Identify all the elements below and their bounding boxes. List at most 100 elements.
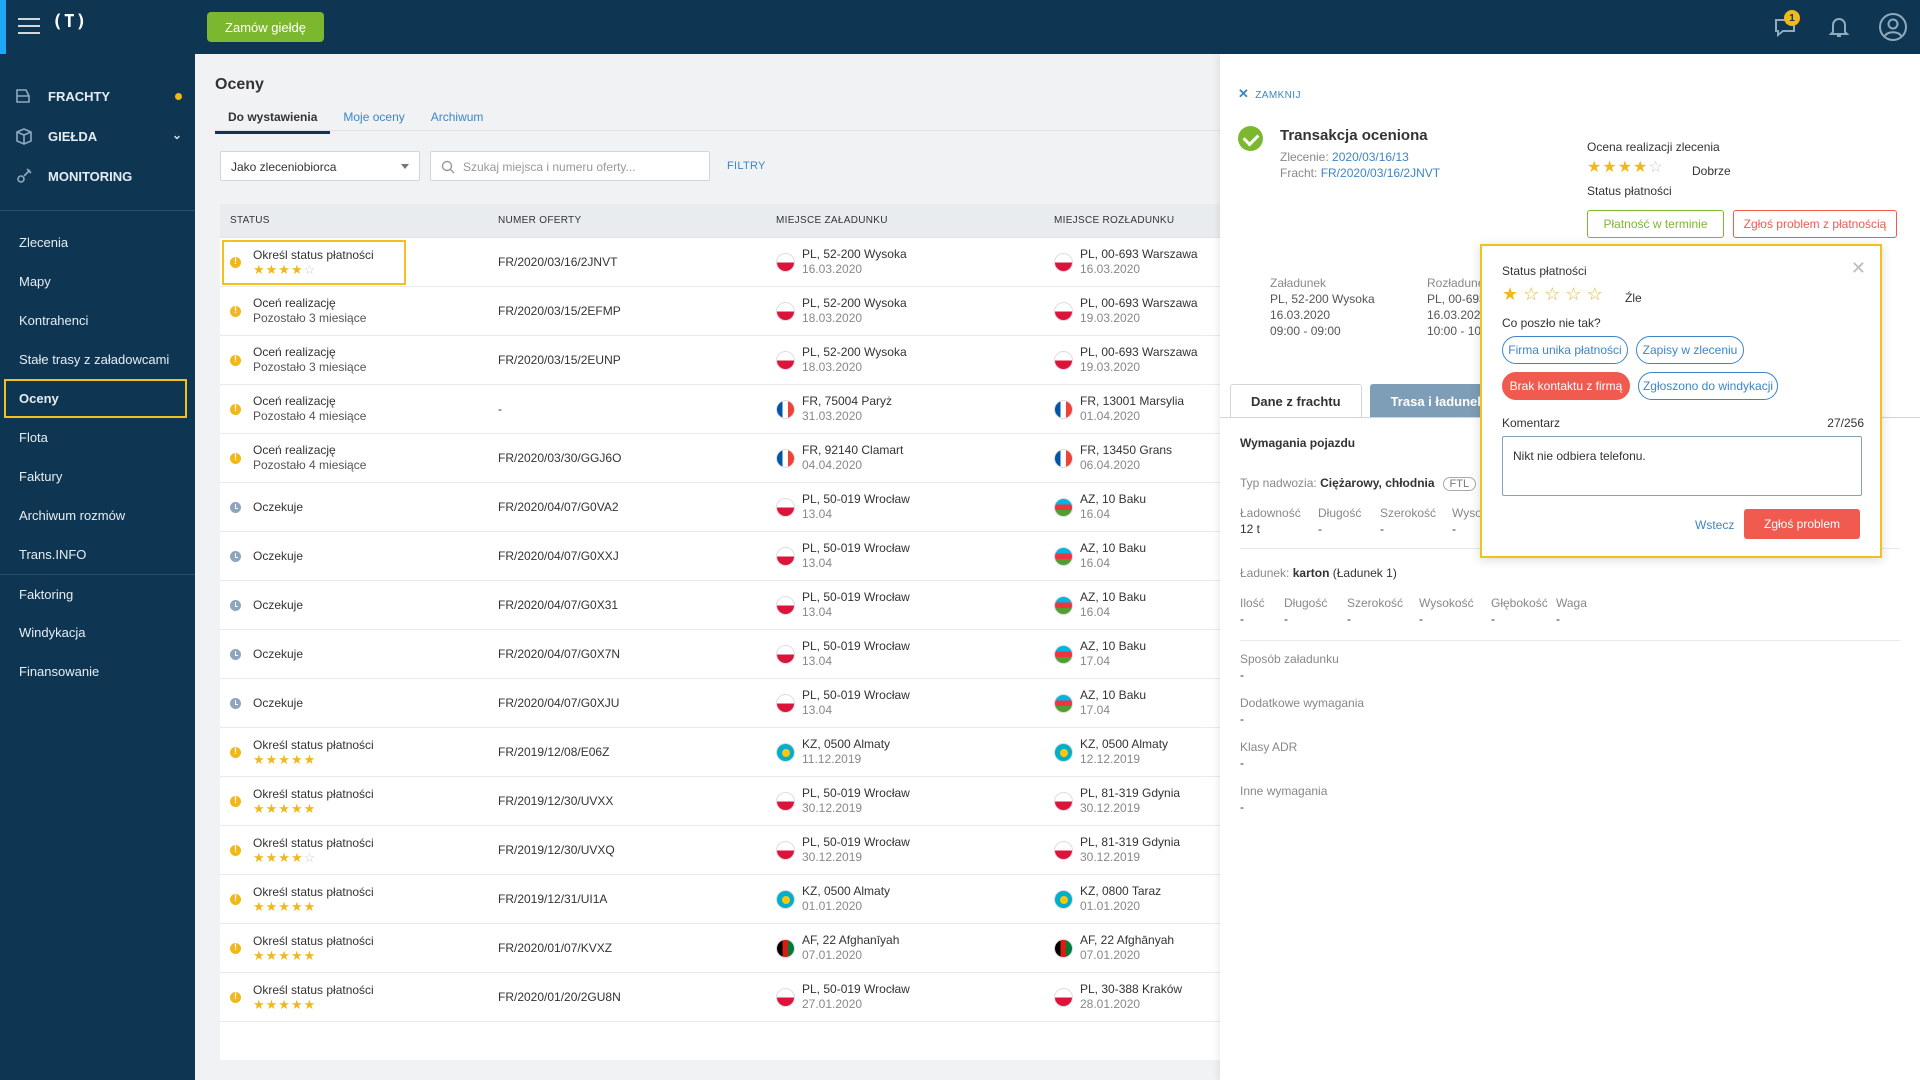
cargo-width-value: - xyxy=(1347,612,1351,626)
sidebar-item-financing[interactable]: Finansowanie xyxy=(19,664,100,679)
unloading-date: 28.01.2020 xyxy=(1080,997,1141,1011)
flag-icon xyxy=(776,644,795,664)
table-row[interactable]: Oczekuje FR/2020/04/07/G0X7N PL, 50-019 Wr… xyxy=(220,630,1220,679)
filters-button[interactable]: FILTRY xyxy=(727,160,766,172)
payment-rating-stars[interactable]: ★☆☆☆☆ xyxy=(1502,284,1608,304)
search-input[interactable]: Szukaj miejsca i numeru oferty... xyxy=(430,151,710,181)
clock-icon xyxy=(230,648,241,660)
sidebar-item-factoring[interactable]: Faktoring xyxy=(0,574,195,613)
sidebar-item-invoices[interactable]: Faktury xyxy=(19,469,63,484)
tab-freight-data[interactable]: Dane z frachtu xyxy=(1230,384,1362,417)
sidebar-item-monitoring[interactable]: MONITORING xyxy=(0,156,195,196)
offer-number: - xyxy=(498,402,502,416)
sidebar-item-orders[interactable]: Zlecenia xyxy=(19,235,69,250)
close-popup-icon[interactable]: ✕ xyxy=(1850,258,1866,278)
top-bar: (T) Zamów giełdę 1 xyxy=(0,0,1920,54)
user-avatar-icon[interactable] xyxy=(1878,12,1908,42)
table-row[interactable]: Określ status płatności★★★★★FR/2019/12/0… xyxy=(220,728,1220,777)
adr-classes-value: - xyxy=(1240,756,1244,770)
table-row[interactable]: Określ status płatności★★★★★FR/2020/01/0… xyxy=(220,924,1220,973)
bell-icon[interactable] xyxy=(1826,14,1852,40)
table-row[interactable]: Oczekuje FR/2020/04/07/G0X31 PL, 50-019 Wr… xyxy=(220,581,1220,630)
order-label: Zlecenie: xyxy=(1280,150,1329,164)
loading-date: 13.04 xyxy=(802,507,833,521)
loading-date: 13.04 xyxy=(802,703,833,717)
unloading-place-cell: PL, 00-693 Warszawa 19.03.2020 xyxy=(1054,345,1220,375)
sidebar-item-chat-archive[interactable]: Archiwum rozmów xyxy=(19,508,126,523)
column-offer-number[interactable]: NUMER OFERTY xyxy=(498,215,582,226)
sidebar-item-fleet[interactable]: Flota xyxy=(19,430,48,445)
popup-title: Status płatności xyxy=(1502,264,1587,278)
loading-date: 18.03.2020 xyxy=(802,360,863,374)
offer-number: FR/2019/12/30/UVXX xyxy=(498,794,614,808)
hamburger-menu-icon[interactable] xyxy=(18,18,40,34)
column-unloading-place[interactable]: MIEJSCE ROZŁADUNKU xyxy=(1054,215,1175,226)
payment-status-popup: ✕ Status płatności ★☆☆☆☆ Źle Co poszło n… xyxy=(1480,244,1882,558)
table-row[interactable]: Oczekuje FR/2020/04/07/G0XXJ PL, 50-019 Wr… xyxy=(220,532,1220,581)
chip-order-terms[interactable]: Zapisy w zleceniu xyxy=(1636,336,1744,364)
freight-link[interactable]: FR/2020/03/16/2JNVT xyxy=(1320,166,1441,180)
sidebar-item-freights[interactable]: FRACHTY xyxy=(0,76,195,116)
chevron-down-icon[interactable]: ⌄ xyxy=(172,128,183,142)
table-row[interactable]: Oczekuje FR/2020/04/07/G0XJU PL, 50-019 Wr… xyxy=(220,679,1220,728)
app-logo[interactable]: (T) xyxy=(52,11,88,32)
column-loading-place[interactable]: MIEJSCE ZAŁADUNKU xyxy=(776,215,888,226)
unloading-place: PL, 30-388 Kraków xyxy=(1080,982,1183,996)
unloading-date: 19.03.2020 xyxy=(1080,360,1141,374)
unloading-date: 01.01.2020 xyxy=(1080,899,1141,913)
back-button[interactable]: Wstecz xyxy=(1695,518,1735,532)
tab-archive[interactable]: Archiwum xyxy=(430,110,484,124)
sidebar-item-fixed-routes[interactable]: Stałe trasy z załadowcami xyxy=(19,352,170,367)
status-text: Oceń realizację xyxy=(253,296,336,310)
status-cell: Określ status płatności★★★★★ xyxy=(220,738,498,766)
rating-label: Ocena realizacji zlecenia xyxy=(1587,140,1720,154)
table-row[interactable]: Określ status płatności★★★★★FR/2020/01/2… xyxy=(220,973,1220,1022)
status-subtext: Pozostało 4 miesiące xyxy=(253,458,367,472)
table-row[interactable]: Oczekuje FR/2020/04/07/G0VA2 PL, 50-019 Wr… xyxy=(220,483,1220,532)
sidebar-item-debt-collection[interactable]: Windykacja xyxy=(19,625,86,640)
body-type-value: Ciężarowy, chłodnia xyxy=(1320,476,1435,490)
report-problem-button[interactable]: Zgłoś problem xyxy=(1744,509,1860,539)
table-row[interactable]: Określ status płatności★★★★☆FR/2019/12/3… xyxy=(220,826,1220,875)
table-row[interactable]: Określ status płatności★★★★★FR/2019/12/3… xyxy=(220,777,1220,826)
sidebar-item-contractors[interactable]: Kontrahenci xyxy=(19,313,89,328)
unloading-place-cell: AZ, 10 Baku 16.04 xyxy=(1054,492,1220,522)
table-row[interactable]: Określ status płatności★★★★★FR/2019/12/3… xyxy=(220,875,1220,924)
cargo-label: Ładunek: xyxy=(1240,566,1290,580)
paid-on-time-button[interactable]: Płatność w terminie xyxy=(1587,210,1724,238)
warning-icon xyxy=(230,795,241,807)
sidebar-item-maps[interactable]: Mapy xyxy=(19,274,51,289)
sidebar-item-ratings[interactable]: Oceny xyxy=(4,379,187,418)
tab-my-ratings[interactable]: Moje oceny xyxy=(343,110,405,124)
loading-place: FR, 92140 Clamart xyxy=(802,443,904,457)
order-exchange-button[interactable]: Zamów giełdę xyxy=(207,12,324,42)
close-button[interactable]: ✕ ZAMKNIJ xyxy=(1238,86,1301,102)
other-requirements-label: Inne wymagania xyxy=(1240,784,1328,798)
table-row[interactable]: Określ status płatności★★★★☆FR/2020/03/1… xyxy=(220,238,1220,287)
role-select[interactable]: Jako zleceniobiorca xyxy=(220,151,420,181)
report-payment-problem-button[interactable]: Zgłoś problem z płatnością xyxy=(1733,210,1897,238)
comment-textarea[interactable]: Nikt nie odbiera telefonu. xyxy=(1502,436,1862,496)
unloading-date: 19.03.2020 xyxy=(1080,311,1141,325)
sidebar-item-exchange[interactable]: GIEŁDA ⌄ xyxy=(0,116,195,156)
chip-no-contact[interactable]: Brak kontaktu z firmą xyxy=(1502,372,1630,400)
sidebar: FRACHTY GIEŁDA ⌄ MONITORING Zlecenia Map… xyxy=(0,54,195,1080)
unloading-info: Rozładunek PL, 00-693 16.03.2020 10:00 -… xyxy=(1427,275,1490,339)
order-link[interactable]: 2020/03/16/13 xyxy=(1332,150,1409,164)
chip-debt-collection[interactable]: Zgłoszono do windykacji xyxy=(1638,372,1778,400)
loading-place: KZ, 0500 Almaty xyxy=(802,737,891,751)
other-requirements-value: - xyxy=(1240,800,1244,814)
tab-to-issue[interactable]: Do wystawienia xyxy=(215,104,331,134)
column-status[interactable]: STATUS xyxy=(230,215,270,226)
sidebar-item-transinfo[interactable]: Trans.INFO xyxy=(19,547,87,562)
table-body: Określ status płatności★★★★☆FR/2020/03/1… xyxy=(220,238,1220,1022)
loading-date: 16.03.2020 xyxy=(1270,308,1331,322)
extra-requirements-value: - xyxy=(1240,712,1244,726)
chip-avoids-payment[interactable]: Firma unika płatności xyxy=(1502,336,1628,364)
unloading-place: PL, 81-319 Gdynia xyxy=(1080,786,1181,800)
